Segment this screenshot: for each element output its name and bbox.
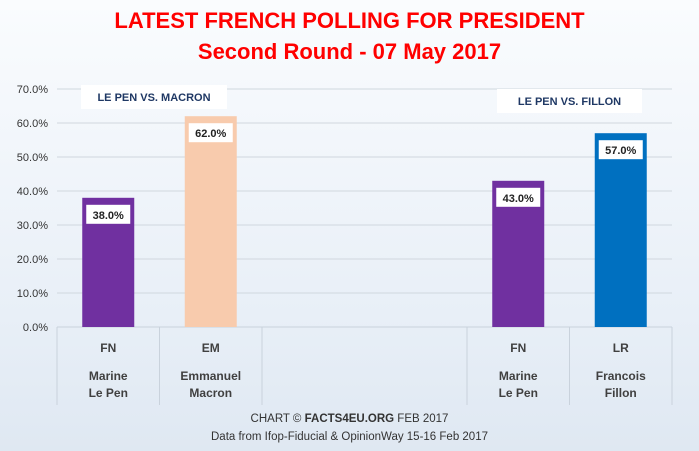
category-name-first: Francois [596,369,646,383]
chart-title: LATEST FRENCH POLLING FOR PRESIDENT [114,8,585,33]
y-tick-label: 30.0% [17,220,48,232]
data-label-box [86,204,131,224]
data-source: Data from Ifop-Fiducial & OpinionWay 15-… [211,431,488,443]
y-tick-label: 50.0% [17,152,48,164]
category-party: LR [613,341,629,355]
group-label-box [497,89,642,113]
data-label-box [598,140,643,160]
data-label-box [188,123,233,143]
y-tick-label: 0.0% [23,322,48,334]
category-party: EM [202,341,220,355]
category-name-last: Fillon [605,386,637,400]
group-label-box [81,85,227,109]
credit-site: FACTS4EU.ORG [304,413,395,425]
data-label: 38.0% [93,210,124,222]
group-label: LE PEN VS. FILLON [518,96,621,108]
category-name-first: Marine [89,369,128,383]
y-tick-label: 10.0% [17,288,48,300]
data-label: 62.0% [195,128,226,140]
category-name-last: Le Pen [499,386,538,400]
data-label-box [496,187,541,207]
category-name-last: Le Pen [89,386,128,400]
data-label: 43.0% [503,193,534,205]
credit-prefix: CHART © [250,413,302,425]
data-label: 57.0% [605,145,636,157]
bar [594,133,647,327]
category-party: FN [510,341,526,355]
group-label: LE PEN VS. MACRON [97,92,210,104]
category-name-first: Emmanuel [180,369,241,383]
chart-credit: CHART © FACTS4EU.ORG FEB 2017 [0,413,699,425]
credit-date: FEB 2017 [397,413,449,425]
y-tick-label: 40.0% [17,186,48,198]
category-party: FN [100,341,116,355]
y-tick-label: 60.0% [17,118,48,130]
category-name-last: Macron [189,386,232,400]
category-name-first: Marine [499,369,538,383]
bar [184,116,237,327]
chart-subtitle: Second Round - 07 May 2017 [197,39,502,64]
y-tick-label: 20.0% [17,254,48,266]
y-tick-label: 70.0% [17,84,48,96]
